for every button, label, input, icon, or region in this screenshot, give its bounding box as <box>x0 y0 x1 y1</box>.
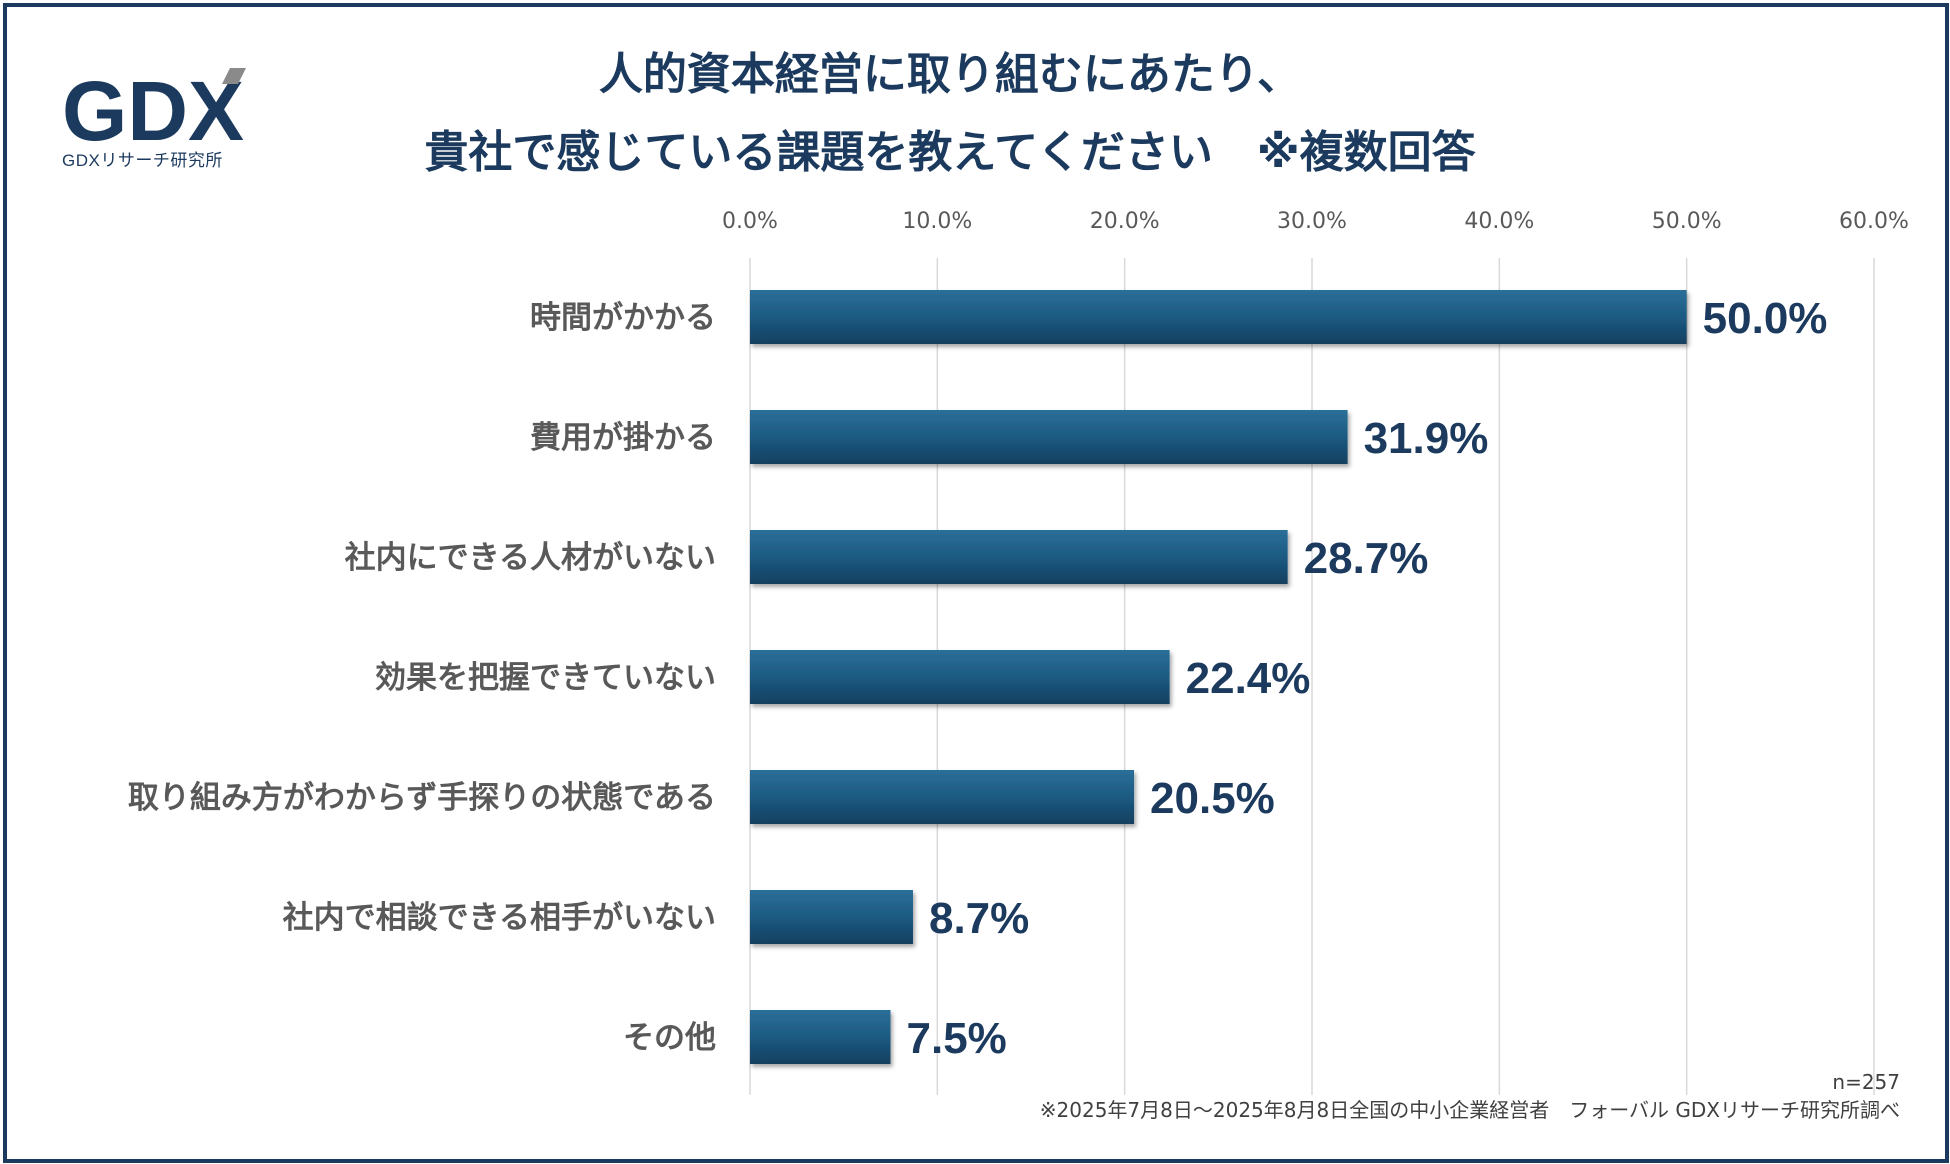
bar <box>750 650 1170 704</box>
value-label: 50.0% <box>1703 294 1828 343</box>
category-label: 費用が掛かる <box>530 420 716 456</box>
x-tick-label: 50.0% <box>1652 209 1722 234</box>
category-label: 社内にできる人材がいない <box>345 540 716 576</box>
chart-title-line-2: 貴社で感じている課題を教えてください ※複数回答 <box>424 127 1476 178</box>
category-label: 社内で相談できる相手がいない <box>283 900 716 936</box>
category-label: 取り組み方がわからず手探りの状態である <box>128 780 716 816</box>
logo-mark: GDX <box>62 64 244 158</box>
sample-size-note: n=257 <box>1832 1070 1900 1094</box>
logo-caption: GDXリサーチ研究所 <box>62 151 223 170</box>
x-tick-label: 10.0% <box>902 209 972 234</box>
bar <box>750 890 913 944</box>
value-label: 22.4% <box>1186 654 1311 703</box>
chart-title-line-1: 人的資本経営に取り組むにあたり、 <box>598 49 1302 100</box>
gdx-logo: GDX <box>62 64 246 158</box>
value-label: 8.7% <box>929 894 1029 943</box>
bar <box>750 410 1348 464</box>
bar <box>750 1010 891 1064</box>
value-label: 20.5% <box>1150 774 1275 823</box>
bar <box>750 290 1687 344</box>
value-label: 31.9% <box>1364 414 1489 463</box>
category-label: その他 <box>623 1020 716 1056</box>
value-label: 7.5% <box>907 1014 1007 1063</box>
value-label: 28.7% <box>1304 534 1429 583</box>
bar <box>750 770 1135 824</box>
x-tick-label: 30.0% <box>1277 209 1347 234</box>
x-tick-label: 40.0% <box>1464 209 1534 234</box>
bar <box>750 530 1288 584</box>
x-tick-label: 60.0% <box>1839 209 1909 234</box>
source-note: ※2025年7月8日～2025年8月8日全国の中小企業経営者 フォーバル GDX… <box>1039 1098 1900 1122</box>
category-label: 効果を把握できていない <box>375 660 716 696</box>
x-tick-label: 20.0% <box>1090 209 1160 234</box>
x-tick-label: 0.0% <box>722 209 778 234</box>
category-label: 時間がかかる <box>530 300 716 336</box>
